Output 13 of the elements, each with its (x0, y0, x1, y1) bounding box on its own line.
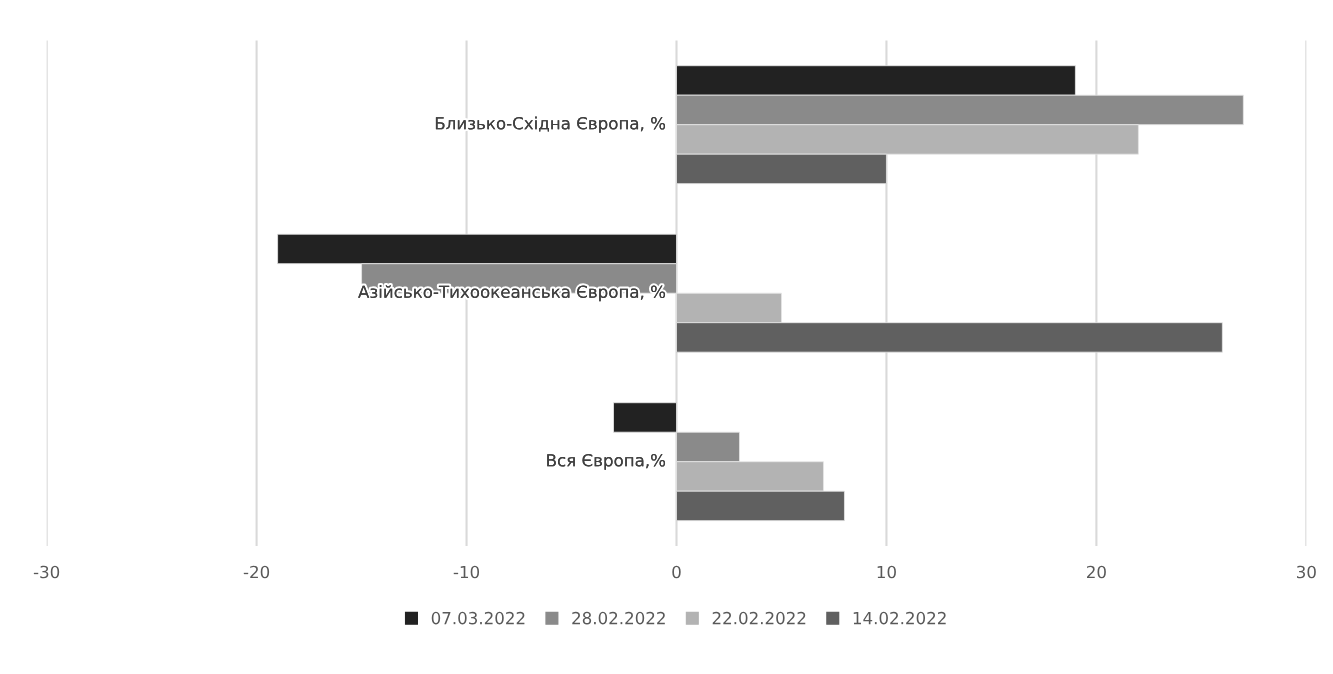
x-tick-label: 30 (1297, 565, 1316, 579)
x-tick-label: -20 (243, 565, 270, 579)
x-tick-label: 20 (1087, 565, 1106, 579)
legend-label: 22.02.2022 (712, 611, 806, 625)
legend-label: 07.03.2022 (431, 611, 525, 625)
y-tick-label: Близько-Східна Європа, % (435, 116, 666, 133)
legend-label: 14.02.2022 (853, 611, 946, 625)
x-tick-label: -10 (453, 565, 480, 579)
legend-label: 28.02.2022 (572, 611, 665, 625)
x-tick-label: 0 (672, 565, 681, 579)
y-tick-label: Вся Європа,% (547, 453, 666, 470)
x-tick-label: -30 (33, 565, 60, 579)
x-tick-label: 10 (877, 565, 896, 579)
